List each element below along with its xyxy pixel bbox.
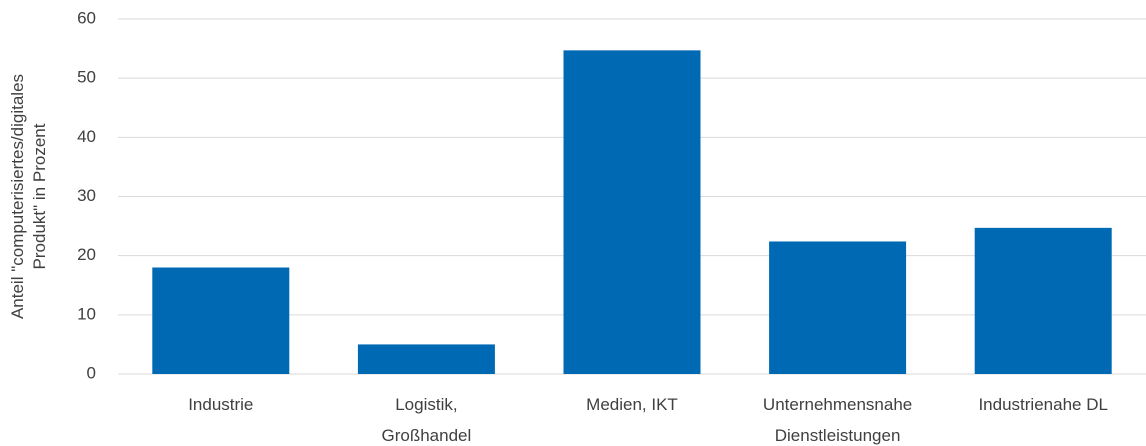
x-tick-label: Logistik, Großhandel [382,395,472,445]
y-tick-label: 50 [77,68,96,87]
x-tick-label-line: Großhandel [382,426,472,445]
x-tick-label-line: Logistik, [395,395,457,414]
x-tick-label-line: Industrienahe DL [978,395,1107,414]
x-tick-label-line: Industrie [188,395,253,414]
x-tick-label-line: Dienstleistungen [775,426,901,445]
bar [974,227,1112,374]
x-tick-label: Industrie [188,395,253,414]
x-tick-label-line: Unternehmensnahe [763,395,912,414]
bar [152,267,290,374]
x-tick-label: Industrienahe DL [978,395,1107,414]
y-tick-label: 0 [87,363,96,382]
x-tick-label: Unternehmensnahe Dienstleistungen [763,395,912,445]
y-tick-label: 30 [77,186,96,205]
x-tick-label: Medien, IKT [586,395,678,414]
y-axis-label-line: Produkt" in Prozent [30,123,49,269]
bar [563,50,701,374]
y-axis-label: Anteil "computerisiertes/digitales Produk… [8,74,49,319]
y-tick-label: 60 [77,8,96,27]
bar [357,344,495,374]
y-axis-label-line: Anteil "computerisiertes/digitales [8,74,27,319]
y-tick-label: 20 [77,245,96,264]
x-tick-label-line: Medien, IKT [586,395,678,414]
bar [769,241,907,374]
y-tick-label: 40 [77,127,96,146]
y-tick-label: 10 [77,304,96,323]
